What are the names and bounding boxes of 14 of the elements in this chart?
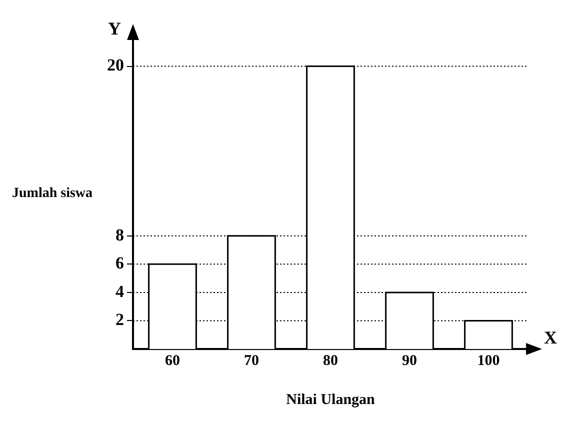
text: Y: [108, 18, 121, 39]
x-axis-title: Nilai Ulangan: [286, 392, 376, 408]
x-tick-label: 80: [323, 352, 338, 369]
y-tick-label: 8: [116, 225, 124, 244]
x-tick-label: 60: [165, 352, 180, 369]
x-tick-label: 100: [477, 352, 500, 369]
y-tick-label: 2: [116, 310, 124, 330]
y-axis-title: Jumlah siswa: [12, 186, 93, 202]
y-tick-label: 6: [116, 254, 124, 273]
y-tick-label: 4: [116, 282, 124, 301]
x-tick-label: 70: [244, 352, 259, 369]
text: X: [544, 328, 557, 348]
y-tick-label: 20: [107, 56, 124, 75]
x-tick-label: 90: [402, 352, 417, 369]
